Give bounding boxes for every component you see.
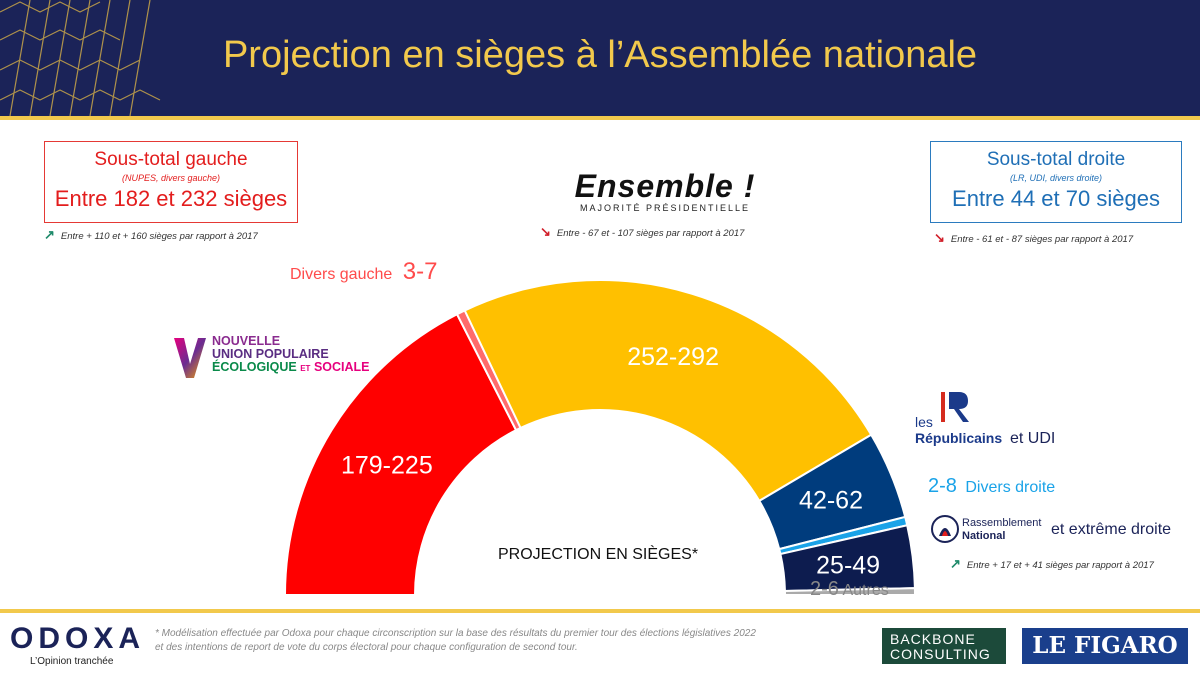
nupes-line3a: ÉCOLOGIQUE — [212, 360, 297, 374]
right-subtotal-delta: ↘ Entre - 61 et - 87 sièges par rapport à… — [934, 230, 1133, 246]
up-arrow-icon: ↗ — [44, 227, 55, 242]
ensemble-logo-text: Ensemble ! — [574, 168, 756, 204]
odoxa-logo: ODOXA L’Opinion tranchée — [10, 622, 145, 667]
footer-divider — [0, 609, 1200, 613]
left-delta-text: Entre + 110 et + 160 sièges par rapport … — [60, 231, 258, 242]
divers-droite-value: 2-8 — [928, 475, 957, 497]
lr-suffix: et UDI — [1010, 430, 1056, 447]
page-title: Projection en sièges à l’Assemblée natio… — [222, 34, 978, 76]
autres-name: Autres — [842, 582, 889, 599]
ensemble-subtitle: MAJORITÉ PRÉSIDENTIELLE — [579, 203, 751, 213]
nupes-line3c: SOCIALE — [313, 360, 370, 374]
divers-gauche-value: 3-7 — [402, 258, 438, 285]
down-arrow-icon: ↘ — [540, 224, 551, 239]
autres-label: 2-6 Autres — [810, 578, 889, 601]
divers-gauche-name: Divers gauche — [290, 266, 393, 283]
backbone-logo: BACKBONE CONSULTING — [882, 628, 1006, 664]
backbone-line2: CONSULTING — [890, 646, 991, 662]
backbone-line1: BACKBONE — [890, 631, 976, 647]
segment-label-lr-et-udi: 42-62 — [799, 486, 863, 514]
left-subtotal-title: Sous-total gauche — [94, 149, 248, 170]
divers-gauche-label: Divers gauche 3-7 — [290, 258, 437, 286]
left-subtotal-value: Entre 182 et 232 sièges — [54, 186, 288, 211]
segment-label-rn-et-extr-me-droite: 25-49 — [816, 551, 880, 579]
left-subtotal-subtitle: (NUPES, divers gauche) — [121, 173, 221, 183]
rn-delta: ↗ Entre + 17 et + 41 sièges par rapport à… — [950, 556, 1154, 572]
left-subtotal-delta: ↗ Entre + 110 et + 160 sièges par rapport… — [44, 227, 258, 243]
header-pattern — [0, 0, 161, 116]
center-label: PROJECTION EN SIÈGES* — [498, 546, 699, 563]
segment-label-nupes: 179-225 — [341, 451, 433, 479]
nupes-line3: ÉCOLOGIQUE ET SOCIALE — [212, 361, 370, 375]
segment-label-ensemble: 252-292 — [627, 343, 719, 371]
divers-droite-name: Divers droite — [965, 479, 1056, 496]
rn-name2: National — [962, 530, 1006, 542]
nupes-line1: NOUVELLE — [212, 334, 281, 348]
ensemble-logo: Ensemble ! MAJORITÉ PRÉSIDENTIELLE — [560, 168, 770, 213]
rn-name1: Rassemblement — [962, 517, 1042, 529]
nupes-v-icon — [174, 338, 206, 378]
odoxa-tagline: L’Opinion tranchée — [30, 656, 114, 667]
rn-delta-text: Entre + 17 et + 41 sièges par rapport à … — [966, 560, 1154, 571]
ensemble-delta: ↘ Entre - 67 et - 107 sièges par rapport … — [540, 224, 744, 240]
rn-flame-icon — [931, 515, 959, 543]
header-banner: Projection en sièges à l’Assemblée natio… — [0, 0, 1200, 116]
footnote: * Modélisation effectuée par Odoxa pour … — [155, 628, 756, 653]
right-subtotal-value: Entre 44 et 70 sièges — [952, 186, 1160, 211]
ensemble-delta-text: Entre - 67 et - 107 sièges par rapport à… — [556, 228, 745, 239]
rn-suffix: et extrême droite — [1051, 521, 1172, 538]
nupes-logo-text: NOUVELLE UNION POPULAIRE ÉCOLOGIQUE ET S… — [212, 335, 370, 375]
nupes-logo: NOUVELLE UNION POPULAIRE ÉCOLOGIQUE ET S… — [172, 334, 370, 385]
lr-les: les — [915, 414, 933, 430]
lr-mark-icon — [941, 392, 969, 422]
down-arrow-icon: ↘ — [934, 230, 945, 245]
segment-autres — [783, 587, 917, 596]
left-subtotal-box: Sous-total gauche (NUPES, divers gauche)… — [44, 141, 298, 223]
odoxa-logo-text: ODOXA — [10, 622, 146, 655]
figaro-logo: LE FIGARO — [1022, 628, 1188, 664]
divers-droite-label: 2-8 Divers droite — [928, 475, 1055, 498]
right-delta-text: Entre - 61 et - 87 sièges par rapport à … — [950, 234, 1134, 245]
segment-ensemble — [463, 279, 873, 503]
right-subtotal-title: Sous-total droite — [986, 149, 1126, 170]
right-subtotal-subtitle: (LR, UDI, divers droite) — [1009, 173, 1103, 183]
right-subtotal-box: Sous-total droite (LR, UDI, divers droit… — [930, 141, 1182, 223]
nupes-line2: UNION POPULAIRE — [212, 347, 329, 361]
header-divider — [0, 116, 1200, 120]
up-arrow-icon: ↗ — [950, 556, 961, 571]
lr-name: Républicains — [915, 430, 1003, 446]
segment-nupes — [283, 312, 518, 596]
autres-value: 2-6 — [810, 578, 839, 600]
nupes-line3b: ET — [300, 364, 311, 373]
